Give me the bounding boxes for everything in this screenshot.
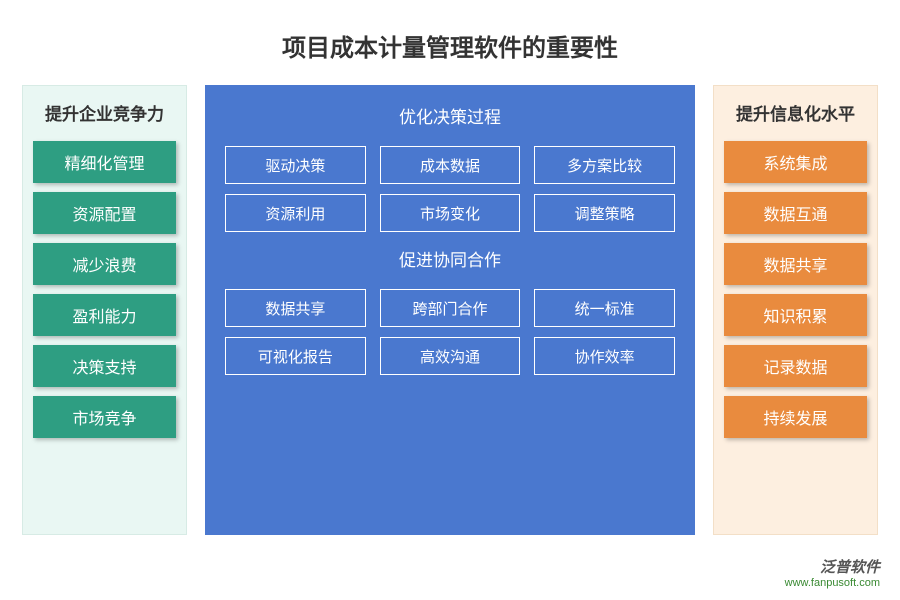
center-item: 高效沟通 bbox=[380, 337, 521, 375]
right-column: 提升信息化水平 系统集成数据互通数据共享知识积累记录数据持续发展 bbox=[713, 85, 878, 535]
right-item: 数据共享 bbox=[724, 243, 867, 285]
diagram-container: 提升企业竞争力 精细化管理资源配置减少浪费盈利能力决策支持市场竞争 优化决策过程… bbox=[0, 85, 900, 535]
center-grid: 驱动决策成本数据多方案比较资源利用市场变化调整策略 bbox=[225, 146, 675, 232]
left-column: 提升企业竞争力 精细化管理资源配置减少浪费盈利能力决策支持市场竞争 bbox=[22, 85, 187, 535]
center-grid: 数据共享跨部门合作统一标准可视化报告高效沟通协作效率 bbox=[225, 289, 675, 375]
right-item: 记录数据 bbox=[724, 345, 867, 387]
footer-url: www.fanpusoft.com bbox=[785, 577, 880, 590]
left-item: 资源配置 bbox=[33, 192, 176, 234]
center-section: 优化决策过程驱动决策成本数据多方案比较资源利用市场变化调整策略 bbox=[225, 103, 675, 232]
center-section-header: 促进协同合作 bbox=[225, 246, 675, 271]
center-section-header: 优化决策过程 bbox=[225, 103, 675, 128]
center-item: 跨部门合作 bbox=[380, 289, 521, 327]
right-header: 提升信息化水平 bbox=[724, 100, 867, 125]
center-section: 促进协同合作数据共享跨部门合作统一标准可视化报告高效沟通协作效率 bbox=[225, 246, 675, 375]
center-item: 资源利用 bbox=[225, 194, 366, 232]
center-item: 数据共享 bbox=[225, 289, 366, 327]
left-item: 精细化管理 bbox=[33, 141, 176, 183]
right-item: 数据互通 bbox=[724, 192, 867, 234]
center-item: 驱动决策 bbox=[225, 146, 366, 184]
right-item: 系统集成 bbox=[724, 141, 867, 183]
left-header: 提升企业竞争力 bbox=[33, 100, 176, 125]
center-item: 可视化报告 bbox=[225, 337, 366, 375]
center-item: 多方案比较 bbox=[534, 146, 675, 184]
center-item: 市场变化 bbox=[380, 194, 521, 232]
left-item: 决策支持 bbox=[33, 345, 176, 387]
center-item: 统一标准 bbox=[534, 289, 675, 327]
left-items: 精细化管理资源配置减少浪费盈利能力决策支持市场竞争 bbox=[33, 141, 176, 438]
left-item: 减少浪费 bbox=[33, 243, 176, 285]
right-items: 系统集成数据互通数据共享知识积累记录数据持续发展 bbox=[724, 141, 867, 438]
center-column: 优化决策过程驱动决策成本数据多方案比较资源利用市场变化调整策略促进协同合作数据共… bbox=[205, 85, 695, 535]
center-item: 成本数据 bbox=[380, 146, 521, 184]
main-title: 项目成本计量管理软件的重要性 bbox=[0, 0, 900, 85]
center-item: 协作效率 bbox=[534, 337, 675, 375]
left-item: 盈利能力 bbox=[33, 294, 176, 336]
right-item: 知识积累 bbox=[724, 294, 867, 336]
center-item: 调整策略 bbox=[534, 194, 675, 232]
left-item: 市场竞争 bbox=[33, 396, 176, 438]
footer-brand: 泛普软件 bbox=[785, 559, 880, 577]
footer-logo: 泛普软件 www.fanpusoft.com bbox=[785, 559, 880, 590]
right-item: 持续发展 bbox=[724, 396, 867, 438]
